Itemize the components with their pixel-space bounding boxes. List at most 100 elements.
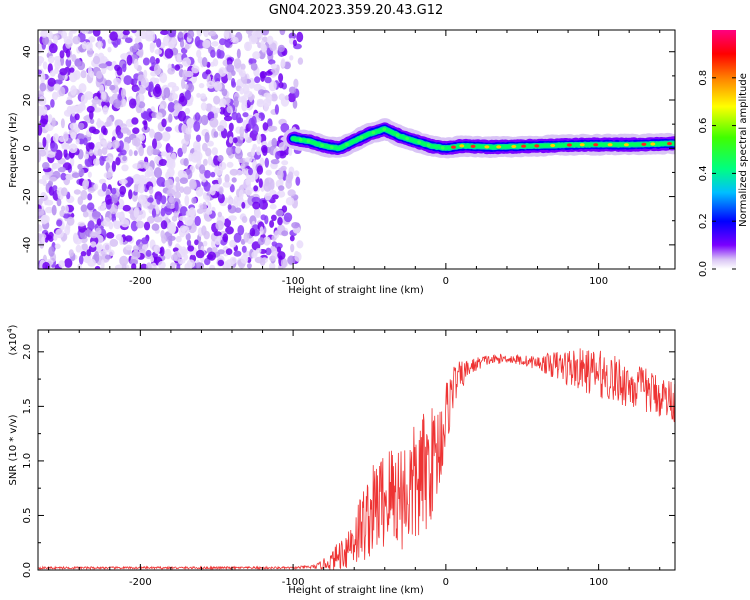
noise-speck: [64, 205, 69, 214]
noise-speck: [257, 237, 265, 246]
noise-speck: [112, 99, 122, 108]
noise-speck: [267, 59, 276, 65]
noise-speck: [250, 62, 258, 71]
noise-speck: [244, 132, 249, 141]
noise-speck: [60, 172, 67, 181]
spectrogram-frame: [37, 29, 676, 270]
noise-speck: [160, 151, 168, 157]
noise-speck: [265, 247, 272, 256]
noise-speck: [70, 85, 77, 96]
noise-speck: [233, 58, 242, 69]
noise-speck: [153, 167, 163, 179]
ridge-peak: [470, 144, 476, 148]
noise-speck: [224, 174, 230, 184]
noise-speck: [229, 184, 235, 193]
noise-speck: [138, 146, 144, 157]
noise-speck: [151, 223, 160, 231]
noise-speck: [245, 42, 250, 51]
noise-speck: [153, 63, 161, 75]
noise-speck: [44, 234, 53, 240]
noise-speck: [164, 48, 174, 59]
noise-speck: [217, 50, 225, 59]
noise-speck: [188, 207, 196, 217]
noise-speck: [159, 246, 165, 257]
noise-speck: [87, 220, 95, 231]
x-tick-label: 100: [589, 276, 608, 287]
noise-speck: [52, 133, 60, 143]
noise-speck: [54, 59, 61, 70]
noise-speck: [47, 55, 55, 64]
noise-speck: [182, 69, 188, 81]
noise-speck: [122, 63, 127, 73]
noise-speck: [204, 258, 211, 266]
noise-speck: [106, 172, 112, 180]
noise-speck: [160, 207, 166, 217]
ridge-peak: [521, 144, 527, 148]
noise-speck: [87, 187, 95, 194]
noise-speck: [44, 123, 54, 132]
noise-speck: [208, 111, 215, 119]
noise-speck: [47, 77, 56, 87]
noise-speck: [183, 83, 189, 90]
noise-speck: [65, 49, 71, 58]
noise-speck: [132, 78, 138, 85]
noise-speck: [261, 30, 270, 36]
noise-speck: [88, 142, 95, 150]
noise-speck: [293, 78, 299, 89]
noise-speck: [187, 245, 195, 252]
noise-speck: [292, 99, 298, 109]
noise-speck: [133, 137, 141, 147]
noise-speck: [271, 194, 279, 200]
noise-speckle: [38, 30, 304, 269]
noise-speck: [178, 215, 187, 221]
ridge-peak: [382, 127, 387, 131]
noise-speck: [258, 89, 266, 96]
noise-speck: [167, 221, 176, 232]
noise-speck: [194, 239, 199, 246]
noise-speck: [251, 251, 258, 259]
noise-speck: [277, 251, 286, 260]
noise-speck: [281, 230, 289, 237]
noise-speck: [218, 186, 224, 195]
noise-speck: [175, 176, 180, 183]
noise-speck: [113, 220, 118, 227]
noise-speck: [131, 263, 137, 269]
noise-speck: [184, 195, 190, 206]
noise-speck: [187, 30, 195, 39]
noise-speck: [59, 68, 68, 76]
noise-speck: [268, 80, 277, 92]
noise-speck: [69, 157, 75, 167]
y-tick-label: 2.0: [22, 344, 33, 360]
noise-speck: [129, 98, 137, 109]
noise-speck: [143, 69, 148, 79]
noise-speck: [236, 48, 241, 59]
noise-speck: [240, 254, 249, 264]
noise-speck: [207, 201, 212, 211]
noise-speck: [212, 247, 218, 253]
noise-speck: [209, 185, 216, 196]
noise-speck: [50, 142, 58, 152]
noise-speck: [80, 251, 87, 257]
noise-speck: [40, 72, 46, 83]
noise-speck: [40, 113, 49, 125]
noise-speck: [270, 63, 278, 69]
noise-speck: [262, 122, 269, 131]
noise-speck: [69, 67, 75, 73]
noise-speck: [71, 172, 80, 179]
noise-speck: [258, 113, 264, 119]
noise-speck: [53, 79, 63, 85]
noise-speck: [181, 143, 187, 154]
noise-speck: [64, 258, 73, 268]
noise-speck: [100, 139, 107, 145]
noise-speck: [122, 98, 127, 107]
noise-speck: [158, 261, 166, 269]
noise-speck: [219, 38, 226, 46]
noise-speck: [61, 30, 67, 39]
noise-speck: [228, 122, 234, 132]
noise-speck: [80, 70, 87, 79]
noise-speck: [243, 90, 253, 98]
noise-speck: [38, 60, 42, 67]
noise-speck: [217, 249, 225, 255]
noise-speck: [263, 236, 271, 246]
noise-speck: [265, 169, 272, 176]
